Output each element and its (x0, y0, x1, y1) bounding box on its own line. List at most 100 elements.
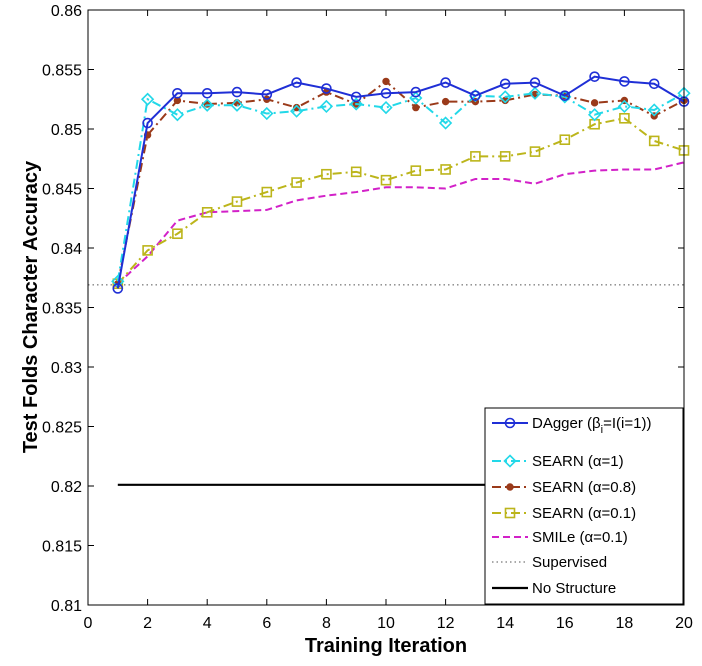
data-point (319, 99, 334, 114)
data-point (619, 112, 630, 124)
data-point (647, 103, 661, 117)
x-tick-label: 16 (556, 615, 574, 632)
data-point (619, 76, 630, 87)
x-tick-label: 2 (143, 615, 152, 632)
y-axis-label: Test Folds Character Accuracy (20, 160, 42, 453)
data-point (410, 165, 422, 176)
y-tick-label: 0.835 (42, 301, 82, 318)
data-point (440, 164, 451, 175)
y-axis: 0.81 0.815 0.82 0.825 0.83 0.835 0.84 0.845 0.85… (42, 3, 684, 615)
y-tick-label: 0.825 (42, 420, 82, 437)
y-tick-label: 0.86 (51, 3, 82, 20)
data-point (231, 86, 243, 98)
data-point (291, 177, 302, 188)
y-tick-label: 0.845 (42, 182, 82, 199)
data-point (140, 92, 155, 106)
data-point (142, 117, 153, 129)
data-point (410, 86, 422, 98)
data-point (498, 90, 512, 104)
data-point (142, 245, 153, 256)
data-point (587, 108, 602, 122)
y-tick-label: 0.83 (51, 360, 82, 377)
data-point (201, 88, 213, 99)
data-point (321, 83, 332, 94)
data-point (409, 91, 423, 105)
y-tick-label: 0.84 (51, 241, 82, 258)
series-searn-0-1 (112, 112, 690, 290)
data-point (231, 196, 243, 207)
data-point (261, 186, 273, 198)
data-point (617, 99, 632, 114)
legend: DAgger (βi=I(i=1)) SEARN (α=1) SEARN (α=0.… (484, 407, 684, 605)
x-tick-label: 8 (322, 615, 331, 632)
data-point (170, 108, 185, 122)
series-searn-1 (111, 86, 691, 288)
data-point (470, 151, 481, 162)
data-point (350, 91, 362, 103)
legend-marker (504, 417, 516, 429)
data-point (438, 116, 453, 130)
data-point (200, 98, 214, 112)
data-point (441, 97, 450, 106)
data-point (380, 174, 392, 186)
data-point (349, 97, 363, 111)
data-point (230, 98, 244, 112)
data-point (499, 78, 511, 90)
data-point (499, 151, 511, 162)
data-point (291, 77, 302, 88)
data-point (380, 88, 392, 99)
data-point (648, 135, 660, 147)
legend-label: SEARN (α=0.1) (532, 505, 636, 522)
y-tick-label: 0.855 (42, 63, 82, 80)
data-point (412, 103, 420, 112)
data-point (260, 106, 274, 121)
legend-marker (506, 483, 514, 491)
data-point (112, 283, 124, 294)
data-point (321, 168, 332, 180)
x-tick-label: 6 (262, 615, 271, 632)
data-point (292, 103, 301, 112)
x-tick-label: 0 (84, 615, 93, 632)
data-point (559, 90, 571, 101)
data-point (590, 99, 599, 107)
series-layer (88, 71, 691, 486)
x-tick-label: 14 (496, 615, 514, 632)
legend-label: SEARN (α=0.8) (532, 479, 636, 496)
legend-marker (504, 507, 516, 519)
data-point (289, 104, 304, 118)
legend-label: SMILe (α=0.1) (532, 529, 628, 546)
x-axis: 0 2 4 6 8 10 12 14 16 18 20 (84, 10, 693, 632)
y-tick-label: 0.815 (42, 539, 82, 556)
data-point (172, 88, 183, 99)
data-point (529, 146, 541, 157)
legend-marker (503, 454, 517, 468)
data-point (201, 207, 213, 218)
data-point (648, 78, 660, 90)
data-point (440, 77, 451, 88)
x-axis-label: Training Iteration (305, 635, 467, 657)
x-tick-label: 12 (437, 615, 455, 632)
data-point (529, 77, 541, 88)
data-point (382, 77, 390, 86)
data-point (261, 89, 273, 100)
x-tick-label: 20 (675, 615, 693, 632)
data-point (528, 86, 542, 100)
legend-label: DAgger (βi=I(i=1)) (532, 415, 651, 436)
legend-label: SEARN (α=1) (532, 453, 624, 470)
legend-label: Supervised (532, 554, 607, 571)
data-point (350, 166, 362, 178)
y-tick-label: 0.85 (51, 122, 82, 139)
y-tick-label: 0.81 (51, 598, 82, 615)
y-tick-label: 0.82 (51, 479, 82, 496)
legend-box (484, 407, 684, 605)
data-point (589, 71, 600, 82)
data-point (470, 90, 481, 101)
data-point (172, 228, 183, 240)
data-point (379, 100, 393, 115)
data-point (559, 134, 571, 146)
x-tick-label: 10 (377, 615, 395, 632)
x-tick-label: 4 (203, 615, 212, 632)
x-tick-label: 18 (616, 615, 634, 632)
legend-label: No Structure (532, 580, 616, 597)
